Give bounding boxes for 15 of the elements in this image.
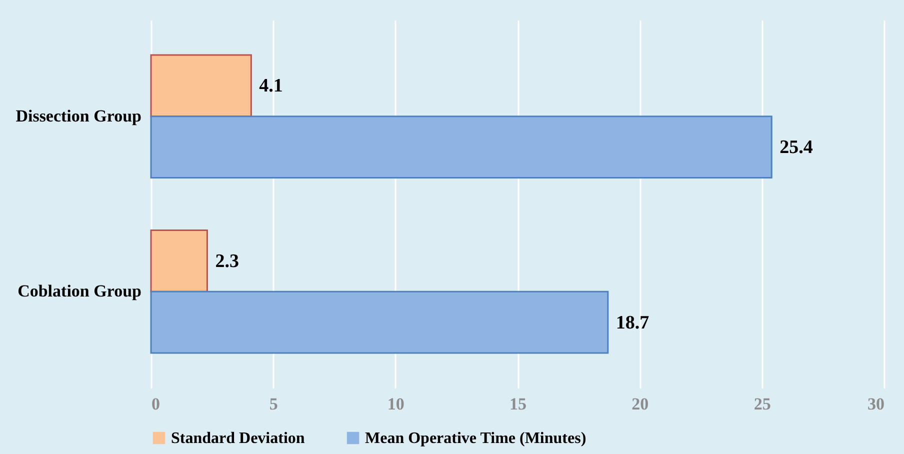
- y-tick-label: Coblation Group: [18, 282, 142, 301]
- y-tick-label: Dissection Group: [16, 106, 142, 126]
- legend-label: Mean Operative Time (Minutes): [365, 430, 586, 447]
- legend-label: Standard Deviation: [171, 430, 305, 447]
- x-tick-label: 15: [510, 394, 526, 414]
- data-label: 18.7: [616, 312, 650, 334]
- x-tick-label: 10: [387, 394, 404, 414]
- x-tick-label: 30: [868, 394, 884, 414]
- x-tick-label: 5: [269, 394, 278, 414]
- x-tick-label: 0: [152, 394, 160, 414]
- data-label: 2.3: [215, 250, 239, 272]
- data-label: 4.1: [259, 76, 283, 97]
- data-label: 25.4: [780, 137, 814, 158]
- x-tick-label: 25: [754, 394, 771, 414]
- x-tick-label: 20: [632, 394, 649, 414]
